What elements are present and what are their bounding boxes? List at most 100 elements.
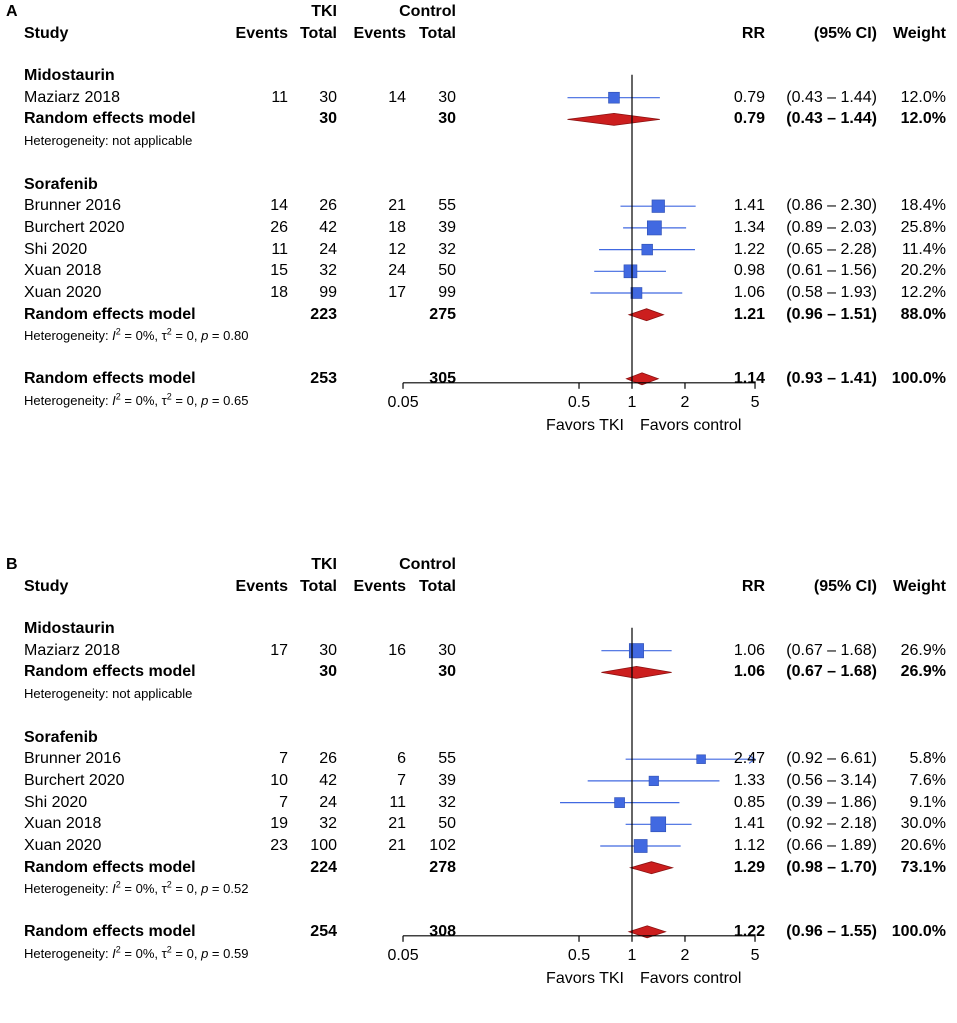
subgroup-diamond: [567, 112, 660, 126]
header-total-control: Total: [418, 25, 456, 42]
ci-value: (0.67 – 1.68): [786, 663, 877, 681]
header-weight: Weight: [892, 25, 946, 42]
forest-plot-panel-b: B TKI Control Study Events Total Events Total RR…: [0, 553, 957, 1023]
pooled-total-control: 275: [429, 305, 456, 323]
weight-value: 100.0%: [891, 922, 946, 940]
rr-value: 2.47: [733, 750, 765, 768]
study-name: Maziarz 2018: [24, 641, 121, 659]
total-tki: 30: [319, 88, 337, 106]
overall-total-control: 308: [429, 922, 456, 940]
forest-plot-graphics: [402, 627, 757, 942]
pooled-total-control: 278: [429, 858, 456, 876]
events-control: 11: [389, 793, 406, 811]
events-control: 16: [388, 641, 406, 659]
subgroup-pooled-label: Random effects model: [24, 305, 196, 323]
total-tki: 100: [310, 837, 337, 854]
ci-value: (0.89 – 2.03): [786, 218, 877, 236]
events-control: 21: [388, 837, 406, 854]
study-square: [623, 264, 638, 279]
weight-value: 25.8%: [900, 218, 946, 236]
events-tki: 7: [279, 793, 288, 811]
x-tick-label: 0.5: [567, 946, 591, 964]
study-name: Brunner 2016: [24, 197, 121, 215]
subgroup-title: Midostaurin: [24, 620, 115, 637]
header-tki: TKI: [311, 556, 337, 573]
study-square: [641, 243, 653, 256]
ci-value: (0.92 – 6.61): [786, 750, 877, 768]
weight-value: 26.9%: [900, 663, 946, 681]
weight-value: 20.6%: [900, 837, 946, 854]
study-square: [696, 754, 706, 764]
total-tki: 26: [319, 197, 337, 215]
events-tki: 11: [271, 88, 288, 106]
header-ci: (95% CI): [813, 578, 877, 595]
events-tki: 7: [279, 750, 288, 768]
events-control: 14: [388, 88, 406, 106]
subgroup-diamond: [601, 665, 672, 679]
events-tki: 19: [270, 815, 288, 833]
study-square: [614, 797, 625, 808]
ci-value: (0.56 – 3.14): [786, 771, 877, 789]
ci-value: (0.66 – 1.89): [786, 837, 877, 854]
heterogeneity-text: Heterogeneity: not applicable: [24, 686, 193, 702]
total-control: 50: [438, 262, 456, 280]
study-square: [633, 839, 648, 853]
pooled-total-control: 30: [438, 110, 456, 128]
weight-value: 100.0%: [891, 369, 946, 387]
rr-value: 1.22: [733, 240, 765, 258]
x-tick-label: 2: [680, 393, 690, 411]
weight-value: 12.0%: [900, 110, 946, 128]
study-name: Maziarz 2018: [24, 88, 121, 106]
total-tki: 99: [319, 284, 337, 301]
pooled-total-tki: 224: [310, 858, 337, 876]
study-name: Burchert 2020: [24, 771, 125, 789]
ci-value: (0.93 – 1.41): [786, 369, 877, 387]
panel-label: B: [6, 556, 18, 573]
rr-value: 1.06: [733, 284, 765, 301]
x-tick-label: 1: [627, 946, 637, 964]
ci-value: (0.98 – 1.70): [786, 858, 877, 876]
overall-label: Random effects model: [24, 369, 196, 387]
weight-value: 88.0%: [900, 305, 946, 323]
heterogeneity-text: Heterogeneity: I2 = 0%, τ2 = 0, p = 0.80: [24, 327, 249, 344]
total-tki: 32: [319, 262, 337, 280]
favors-control-label: Favors control: [640, 416, 742, 434]
total-tki: 24: [319, 793, 337, 811]
total-tki: 42: [319, 218, 337, 236]
heterogeneity-text: Heterogeneity: I2 = 0%, τ2 = 0, p = 0.52: [24, 880, 249, 897]
header-total-control: Total: [418, 578, 456, 595]
weight-value: 9.1%: [909, 793, 946, 811]
header-control: Control: [399, 556, 456, 573]
weight-value: 5.8%: [909, 750, 946, 768]
total-control: 39: [438, 218, 456, 236]
total-control: 102: [429, 837, 456, 854]
rr-value: 0.85: [733, 793, 765, 811]
rr-value: 1.33: [733, 771, 765, 789]
events-control: 12: [388, 240, 406, 258]
pooled-total-tki: 223: [310, 305, 337, 323]
header-events-tki: Events: [235, 578, 288, 595]
weight-value: 7.6%: [909, 771, 946, 789]
ci-value: (0.58 – 1.93): [786, 284, 877, 301]
forest-plot-graphics: [402, 74, 756, 389]
header-events-tki: Events: [235, 25, 288, 42]
total-tki: 26: [319, 750, 337, 768]
rr-value: 1.29: [733, 858, 765, 876]
x-tick-label: 1: [627, 393, 637, 411]
ci-value: (0.96 – 1.51): [786, 305, 877, 323]
header-study: Study: [24, 578, 69, 595]
overall-total-tki: 254: [310, 922, 337, 940]
overall-total-control: 305: [429, 369, 456, 387]
rr-value: 1.14: [733, 369, 765, 387]
ci-value: (0.67 – 1.68): [786, 641, 877, 659]
header-ci: (95% CI): [813, 25, 877, 42]
study-square: [651, 199, 665, 213]
rr-value: 1.41: [733, 815, 765, 833]
rr-value: 1.34: [733, 218, 765, 236]
rr-value: 1.06: [733, 641, 765, 659]
weight-value: 18.4%: [900, 197, 946, 215]
total-control: 55: [438, 750, 456, 768]
weight-value: 20.2%: [900, 262, 946, 280]
header-events-control: Events: [353, 25, 406, 42]
rr-value: 0.79: [733, 88, 765, 106]
